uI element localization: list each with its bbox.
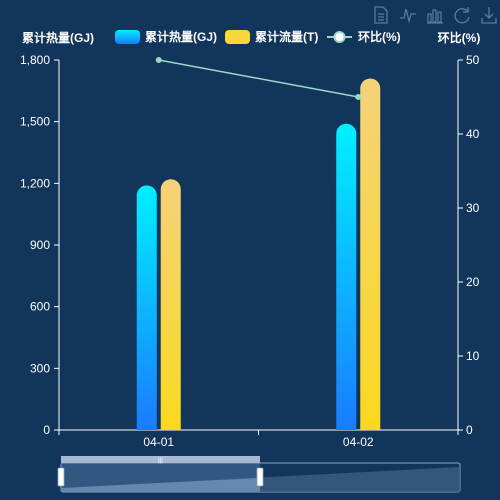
legend-item-flow[interactable]: 累计流量(T) bbox=[225, 29, 318, 44]
legend-label-flow: 累计流量(T) bbox=[255, 29, 318, 44]
data-zoom-selected-shape bbox=[61, 478, 260, 492]
line-series bbox=[155, 57, 362, 100]
x-axis-tick-label: 04-02 bbox=[343, 435, 374, 449]
left-axis-tick-label: 0 bbox=[43, 423, 50, 437]
right-axis-ticks: 0 10 20 30 40 50 bbox=[458, 53, 480, 437]
x-axis-ticks: 04-01 04-02 bbox=[58, 430, 459, 449]
legend: 累计热量(GJ) 累计流量(T) 环比(%) bbox=[115, 29, 401, 44]
ratio-point-04-01 bbox=[155, 57, 162, 63]
left-axis-ticks: 0 300 600 900 1,200 1,500 1,800 bbox=[20, 53, 59, 437]
legend-label-ratio: 环比(%) bbox=[358, 29, 401, 44]
right-axis-title: 环比(%) bbox=[438, 30, 481, 45]
legend-label-heat: 累计热量(GJ) bbox=[145, 29, 217, 44]
legend-marker-ratio bbox=[333, 31, 346, 43]
right-axis-tick-label: 0 bbox=[466, 423, 473, 437]
right-axis-tick-label: 30 bbox=[466, 201, 480, 215]
right-axis-tick-label: 10 bbox=[466, 349, 480, 363]
left-axis-tick-label: 1,500 bbox=[20, 115, 50, 129]
data-zoom[interactable]: ||| bbox=[57, 456, 461, 493]
bar-heat-04-01 bbox=[136, 185, 157, 430]
bar-series bbox=[136, 78, 381, 430]
legend-item-heat[interactable]: 累计热量(GJ) bbox=[115, 29, 217, 44]
bar-flow-04-02 bbox=[360, 78, 381, 430]
x-axis-tick-label: 04-01 bbox=[143, 435, 174, 449]
save-image-button[interactable] bbox=[478, 5, 500, 25]
bar-flow-04-01 bbox=[160, 179, 181, 430]
bar-heat-04-02 bbox=[336, 123, 357, 430]
left-axis-tick-label: 600 bbox=[30, 300, 50, 314]
left-axis-tick-label: 1,200 bbox=[20, 176, 50, 190]
line-switch-button[interactable] bbox=[397, 5, 419, 25]
data-zoom-handle-left[interactable] bbox=[57, 467, 65, 487]
data-zoom-move-grip: ||| bbox=[158, 458, 163, 464]
download-icon bbox=[481, 7, 497, 24]
left-axis-tick-label: 300 bbox=[30, 361, 50, 375]
data-zoom-handle-right[interactable] bbox=[256, 467, 264, 487]
legend-item-ratio[interactable]: 环比(%) bbox=[327, 29, 401, 44]
data-view-icon bbox=[374, 6, 388, 24]
ratio-point-04-02 bbox=[355, 94, 362, 100]
right-axis-tick-label: 50 bbox=[466, 53, 480, 67]
legend-swatch-flow bbox=[225, 30, 250, 44]
left-axis-tick-label: 1,800 bbox=[20, 53, 50, 67]
ratio-line bbox=[158, 59, 359, 98]
bar-switch-button[interactable] bbox=[424, 5, 446, 25]
right-axis-tick-label: 20 bbox=[466, 275, 480, 289]
legend-swatch-heat bbox=[115, 30, 140, 44]
bar-chart-icon bbox=[427, 9, 443, 24]
restore-button[interactable] bbox=[451, 5, 473, 25]
refresh-icon bbox=[454, 7, 470, 24]
left-axis-title: 累计热量(GJ) bbox=[22, 30, 94, 45]
toolbox bbox=[370, 5, 500, 25]
line-chart-icon bbox=[400, 8, 416, 24]
right-axis-tick-label: 40 bbox=[466, 127, 480, 141]
data-zoom-move-bar[interactable] bbox=[61, 456, 260, 463]
data-view-button[interactable] bbox=[370, 5, 392, 25]
left-axis-tick-label: 900 bbox=[30, 238, 50, 252]
